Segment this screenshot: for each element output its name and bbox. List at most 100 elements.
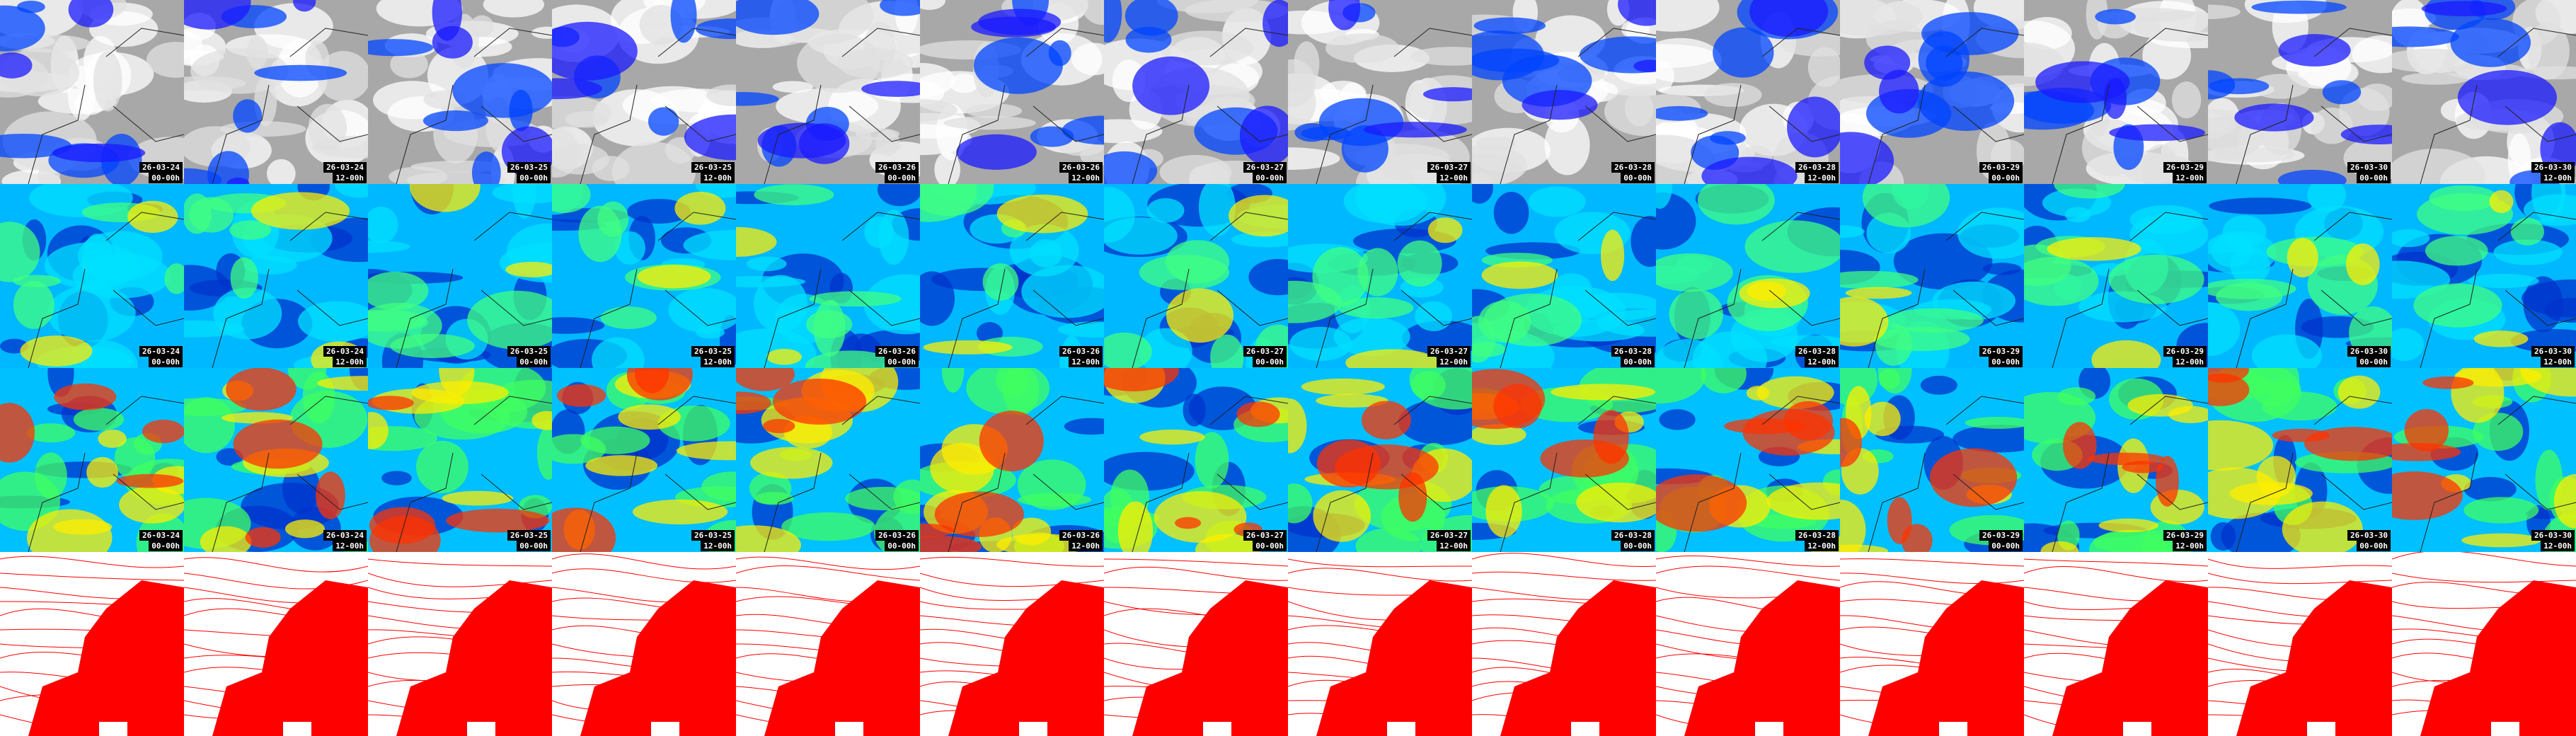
- time-label: 12-00h: [2173, 173, 2207, 183]
- time-label: 00-00h: [885, 541, 919, 551]
- date-label: 26-03-26: [875, 346, 919, 357]
- map-tile: 26-03-29 12-00h: [2024, 368, 2208, 552]
- date-label: 26-03-24: [323, 346, 367, 357]
- map-image: [2208, 184, 2392, 368]
- time-label: 00-00h: [517, 357, 551, 367]
- map-tile: 26-03-27 12-00h: [1288, 184, 1472, 368]
- map-tile: 26-03-30 00-00h: [2208, 0, 2392, 184]
- map-tile: 26-03-27 00-00h: [1104, 368, 1288, 552]
- time-label: 12-00h: [2173, 357, 2207, 367]
- date-label: 26-03-30: [2531, 162, 2575, 173]
- map-image: [2024, 0, 2208, 184]
- map-image: [552, 184, 736, 368]
- date-label: 26-03-30: [2531, 530, 2575, 541]
- time-label: 12-00h: [701, 173, 735, 183]
- map-image: [1840, 0, 2024, 184]
- map-image: [2208, 558, 2392, 736]
- date-label: 26-03-25: [691, 162, 735, 173]
- map-tile: 26-03-28 00-00h: [1472, 184, 1656, 368]
- map-tile: 26-03-29 12-00h: [2024, 184, 2208, 368]
- map-image: [1288, 184, 1472, 368]
- time-label: 12-00h: [1805, 541, 1839, 551]
- map-image: [920, 556, 1104, 736]
- map-tile: [184, 552, 368, 736]
- time-label: 00-00h: [149, 541, 183, 551]
- time-label: 00-00h: [1621, 357, 1655, 367]
- date-label: 26-03-27: [1427, 162, 1471, 173]
- time-label: 00-00h: [1253, 357, 1287, 367]
- map-tile: 26-03-30 00-00h: [2208, 368, 2392, 552]
- map-tile: 26-03-27 00-00h: [1104, 184, 1288, 368]
- map-image: [1472, 553, 1656, 736]
- date-label: 26-03-24: [139, 346, 183, 357]
- map-tile: 26-03-26 12-00h: [920, 0, 1104, 184]
- time-label: 00-00h: [517, 173, 551, 183]
- date-label: 26-03-27: [1243, 530, 1287, 541]
- date-label: 26-03-26: [1059, 530, 1103, 541]
- date-label: 26-03-27: [1427, 530, 1471, 541]
- map-image: [184, 0, 368, 184]
- map-tile: 26-03-26 12-00h: [920, 184, 1104, 368]
- time-label: 00-00h: [517, 541, 551, 551]
- date-label: 26-03-28: [1611, 530, 1655, 541]
- date-label: 26-03-29: [1979, 346, 2023, 357]
- map-tile: 26-03-27 12-00h: [1288, 0, 1472, 184]
- date-label: 26-03-24: [139, 530, 183, 541]
- time-label: 12-00h: [333, 541, 367, 551]
- map-image: [736, 184, 920, 368]
- map-tile: 26-03-30 00-00h: [2208, 184, 2392, 368]
- map-tile: [1472, 552, 1656, 736]
- map-image: [920, 368, 1104, 552]
- map-tile: 26-03-26 00-00h: [736, 368, 920, 552]
- time-label: 00-00h: [1253, 173, 1287, 183]
- time-label: 12-00h: [1437, 541, 1471, 551]
- map-image: [0, 184, 184, 368]
- date-label: 26-03-26: [1059, 346, 1103, 357]
- map-tile: [1104, 552, 1288, 736]
- date-label: 26-03-29: [2163, 346, 2207, 357]
- map-image: [1840, 558, 2024, 736]
- date-label: 26-03-26: [875, 530, 919, 541]
- map-image: [368, 368, 552, 552]
- map-image: [1472, 0, 1656, 184]
- map-image: [368, 0, 552, 184]
- map-image: [1288, 0, 1472, 184]
- time-label: 12-00h: [333, 357, 367, 367]
- map-tile: 26-03-29 00-00h: [1840, 0, 2024, 184]
- map-image: [2392, 368, 2576, 552]
- map-tile: 26-03-30 12-00h: [2392, 184, 2576, 368]
- map-image: [184, 368, 368, 552]
- map-image: [552, 368, 736, 552]
- date-label: 26-03-27: [1427, 346, 1471, 357]
- date-label: 26-03-28: [1611, 346, 1655, 357]
- map-image: [0, 368, 184, 552]
- map-tile: 26-03-24 00-00h: [0, 184, 184, 368]
- time-label: 12-00h: [2541, 173, 2575, 183]
- map-image: [184, 184, 368, 368]
- map-tile: 26-03-26 00-00h: [736, 184, 920, 368]
- date-label: 26-03-28: [1611, 162, 1655, 173]
- map-image: [920, 0, 1104, 184]
- map-tile: [2208, 552, 2392, 736]
- map-tile: 26-03-24 12-00h: [184, 0, 368, 184]
- date-label: 26-03-25: [507, 530, 551, 541]
- time-label: 00-00h: [149, 357, 183, 367]
- time-label: 12-00h: [1805, 357, 1839, 367]
- date-label: 26-03-27: [1243, 162, 1287, 173]
- time-label: 12-00h: [2541, 541, 2575, 551]
- date-label: 26-03-24: [323, 162, 367, 173]
- map-tile: 26-03-30 12-00h: [2392, 0, 2576, 184]
- time-label: 12-00h: [1069, 173, 1103, 183]
- map-tile: [736, 552, 920, 736]
- date-label: 26-03-29: [1979, 162, 2023, 173]
- map-tile: 26-03-28 12-00h: [1656, 184, 1840, 368]
- map-image: [368, 184, 552, 368]
- map-image: [1472, 184, 1656, 368]
- map-tile: [1840, 552, 2024, 736]
- map-tile: [368, 552, 552, 736]
- map-image: [920, 184, 1104, 368]
- map-image: [1840, 368, 2024, 552]
- time-label: 12-00h: [2173, 541, 2207, 551]
- date-label: 26-03-25: [507, 346, 551, 357]
